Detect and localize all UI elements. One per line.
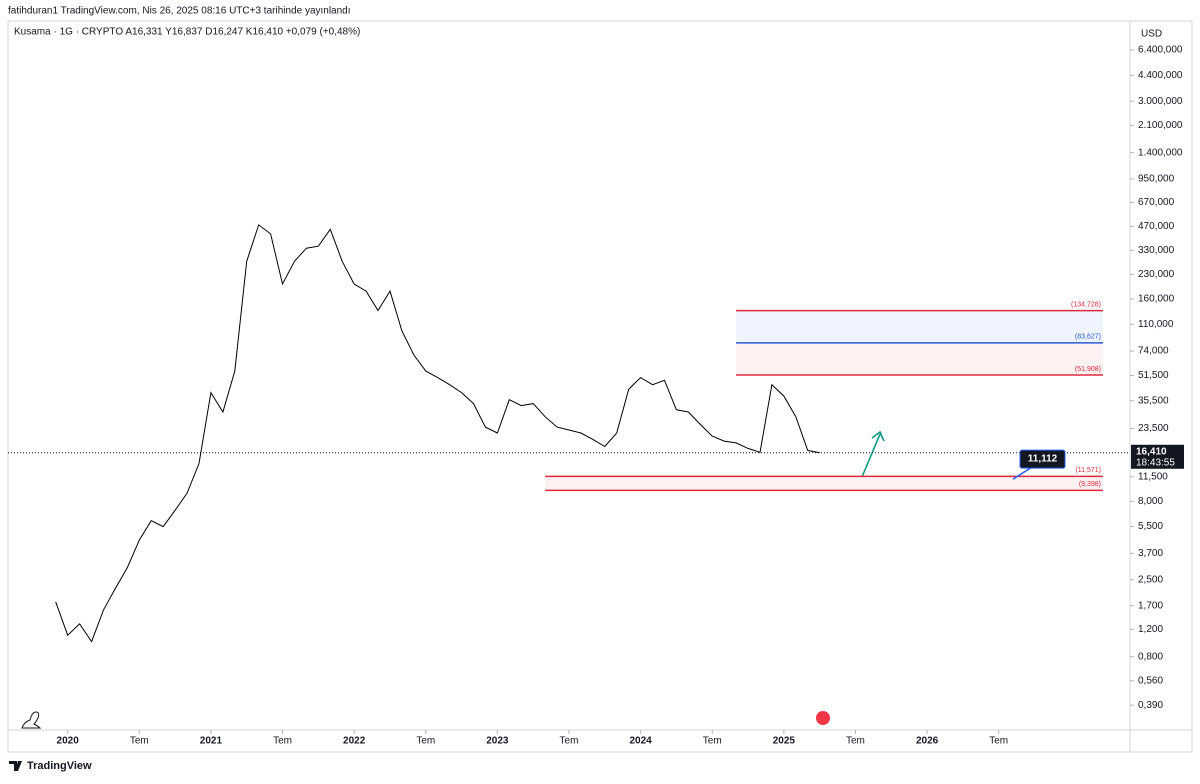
x-tick-label: 2026 — [916, 736, 939, 747]
zone — [736, 342, 1103, 376]
y-tick-label: 230,000 — [1138, 269, 1175, 280]
y-tick-label: 3,700 — [1138, 548, 1163, 559]
y-tick-label: 11,500 — [1138, 471, 1168, 482]
x-tick-label: Tem — [273, 736, 292, 747]
y-tick-label: 4.400,000 — [1138, 70, 1183, 81]
y-tick-label: 51,500 — [1138, 370, 1169, 381]
x-tick-label: 2022 — [343, 736, 366, 747]
y-tick-label: 0,560 — [1138, 675, 1163, 686]
y-tick-label: 74,000 — [1138, 346, 1169, 357]
last-price-box — [1131, 444, 1184, 469]
y-tick-label: 0,390 — [1138, 700, 1163, 711]
callout-label: 11,112 — [1028, 454, 1058, 465]
y-tick-label: 670,000 — [1138, 197, 1175, 208]
event-icon — [816, 711, 830, 725]
x-tick-label: Tem — [130, 736, 149, 747]
x-tick-label: 2024 — [629, 736, 652, 747]
last-price-label: 16,410 — [1136, 446, 1167, 457]
level-label: (83,627) — [1075, 334, 1101, 341]
y-tick-label: 8,000 — [1138, 496, 1163, 507]
y-tick-label: 1,700 — [1138, 600, 1163, 611]
y-tick-label: 2,500 — [1138, 574, 1163, 585]
y-tick-label: 3.000,000 — [1138, 96, 1183, 107]
level-label: (134,728) — [1071, 302, 1101, 309]
y-tick-label: 330,000 — [1138, 245, 1175, 256]
y-tick-label: 1,200 — [1138, 624, 1163, 635]
level-label: (9,398) — [1079, 481, 1101, 488]
y-tick-label: 950,000 — [1138, 173, 1175, 184]
y-tick-label: 1.400,000 — [1138, 147, 1183, 158]
callout-box — [1019, 449, 1066, 469]
x-tick-label: Tem — [560, 736, 579, 747]
price-line — [55, 224, 820, 643]
footer-logo — [9, 761, 22, 771]
x-tick-label: 2021 — [200, 736, 223, 747]
x-tick-label: Tem — [416, 736, 435, 747]
arrow — [861, 430, 885, 478]
x-tick-label: Tem — [846, 736, 865, 747]
y-tick-label: 2.100,000 — [1138, 120, 1183, 131]
x-tick-label: Tem — [703, 736, 722, 747]
x-tick-label: 2020 — [57, 736, 80, 747]
y-tick-label: 0,800 — [1138, 651, 1163, 662]
zone — [545, 476, 1103, 491]
y-tick-label: 5,500 — [1138, 521, 1163, 532]
x-tick-label: Tem — [989, 736, 1008, 747]
y-tick-label: 35,500 — [1138, 395, 1169, 406]
currency: USD — [1141, 29, 1162, 40]
x-tick-label: 2023 — [486, 736, 509, 747]
level-label: (11,571) — [1075, 467, 1101, 474]
callout-pointer — [1012, 466, 1033, 480]
frame — [7, 20, 1193, 753]
y-tick-label: 110,000 — [1138, 319, 1174, 330]
footer: TradingView — [27, 760, 92, 772]
y-tick-label: 160,000 — [1138, 294, 1175, 305]
level-label: (51,908) — [1075, 366, 1101, 373]
header: fatihduran1 TradingView.com, Nis 26, 202… — [8, 6, 351, 17]
last-price-timer: 18:43:55 — [1136, 457, 1175, 468]
logo-icon — [21, 711, 42, 729]
zone — [736, 310, 1103, 343]
y-tick-label: 6.400,000 — [1138, 45, 1183, 56]
legend: Kusama · 1G · CRYPTO A16,331 Y16,837 D16… — [14, 27, 360, 38]
x-tick-label: 2025 — [773, 736, 796, 747]
y-tick-label: 23,500 — [1138, 423, 1169, 434]
y-tick-label: 470,000 — [1138, 221, 1175, 232]
